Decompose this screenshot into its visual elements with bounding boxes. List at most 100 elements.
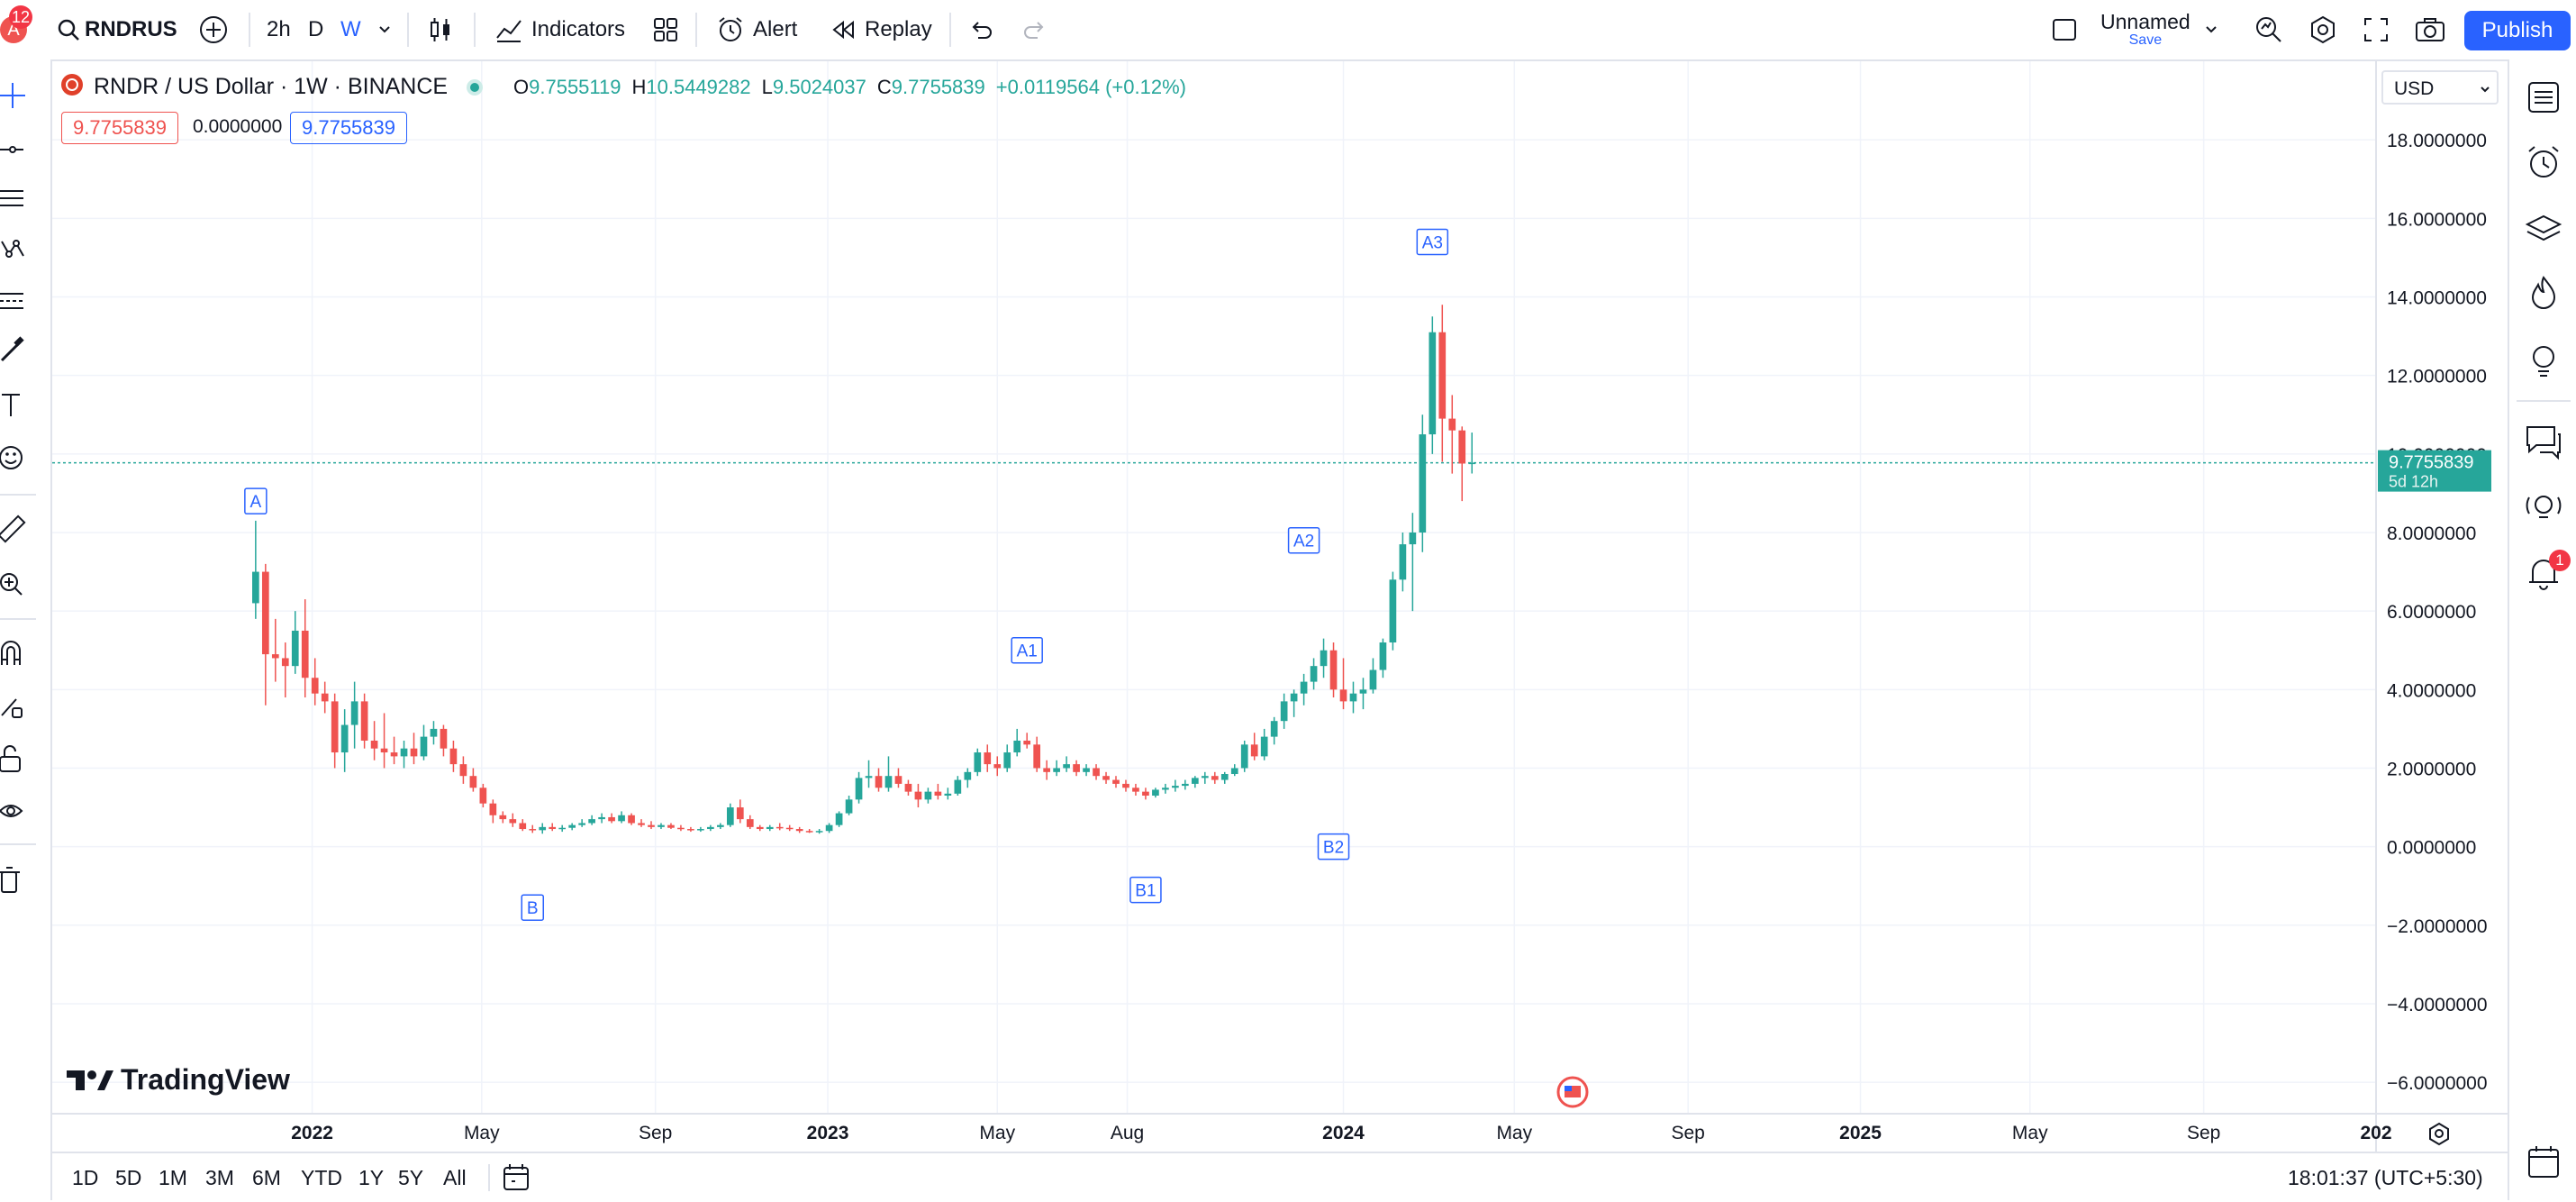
currency-select[interactable]: USD (2381, 70, 2499, 105)
candle-body (400, 748, 408, 757)
measure-tool[interactable] (0, 510, 40, 550)
candle (756, 824, 764, 832)
candle (1349, 681, 1357, 714)
range-1m[interactable]: 1M (159, 1166, 187, 1189)
candle-body (519, 823, 527, 830)
candle (1182, 779, 1189, 790)
replay-button[interactable]: Replay (829, 0, 932, 59)
symbol-search-button[interactable]: RNDRUS (56, 0, 177, 59)
candle-body (321, 693, 329, 702)
candle (766, 824, 774, 832)
range-5y[interactable]: 5Y (398, 1166, 424, 1189)
candle (1122, 779, 1129, 792)
camera-icon (2416, 18, 2444, 41)
range-6m[interactable]: 6M (252, 1166, 281, 1189)
alerts-panel-button[interactable] (2522, 141, 2565, 184)
hotlists-button[interactable] (2522, 272, 2565, 315)
snapshot-button[interactable] (2414, 0, 2446, 59)
range-ytd[interactable]: YTD (301, 1166, 342, 1189)
templates-button[interactable] (650, 0, 681, 59)
candle-body (549, 826, 557, 830)
market-status-indicator[interactable] (467, 79, 483, 96)
candle (776, 823, 784, 831)
candle (717, 823, 724, 830)
magnet-tool[interactable] (0, 634, 40, 674)
crosshair-tool[interactable] (0, 77, 40, 117)
range-1y[interactable]: 1Y (358, 1166, 385, 1189)
brush-tool[interactable] (0, 332, 40, 371)
alert-button[interactable]: Alert (715, 0, 797, 59)
notifications-button[interactable] (2522, 551, 2565, 595)
trend-line-tool[interactable] (0, 130, 40, 169)
indicators-button[interactable]: Indicators (494, 0, 625, 59)
redo-icon (1024, 22, 1044, 39)
legend-title[interactable]: RNDR / US Dollar · 1W · BINANCE (94, 74, 449, 99)
range-all[interactable]: All (443, 1166, 467, 1189)
interval-dropdown[interactable] (376, 0, 393, 59)
chats-button[interactable] (2522, 420, 2565, 463)
wave-label-box (244, 487, 268, 514)
zoom-tool[interactable] (0, 564, 40, 604)
object-tree-button[interactable] (2522, 207, 2565, 250)
currency-value: USD (2394, 78, 2435, 99)
ideas-button[interactable] (2522, 339, 2565, 382)
pattern-tool[interactable] (0, 231, 40, 270)
interval-w[interactable]: W (340, 17, 361, 41)
candle-body (1230, 768, 1238, 775)
text-tool[interactable] (0, 386, 40, 425)
candle (370, 721, 378, 760)
calendar-button[interactable] (2522, 1141, 2565, 1184)
wave-label-b1: B1 (1129, 876, 1162, 904)
candle-body (736, 807, 744, 820)
candle-body (697, 829, 704, 831)
chart-type-button[interactable] (425, 0, 456, 59)
candle (539, 823, 547, 834)
fib-tool[interactable] (0, 180, 40, 220)
economic-event-marker[interactable] (1556, 1076, 1589, 1108)
candle (845, 795, 853, 815)
forecasting-tool[interactable] (0, 281, 40, 321)
interval-2h[interactable]: 2h (267, 17, 291, 41)
range-3m[interactable]: 3M (205, 1166, 234, 1189)
eye-icon (0, 805, 23, 817)
axis-settings-button[interactable] (2429, 1122, 2449, 1146)
calendar-icon (2528, 1146, 2559, 1178)
compare-symbol-button[interactable] (198, 0, 229, 59)
buy-price-button[interactable]: 9.7755839 (290, 112, 407, 144)
stay-in-drawing-mode[interactable] (0, 687, 40, 726)
remove-drawings-button[interactable] (0, 861, 40, 901)
price-tick-label: 18.0000000 (2387, 131, 2487, 151)
indicators-label: Indicators (531, 17, 626, 41)
layout-dropdown[interactable] (2203, 0, 2219, 59)
replay-label: Replay (865, 17, 932, 41)
watchlist-button[interactable] (2522, 76, 2565, 119)
layout-name-button[interactable]: Unnamed Save (2100, 0, 2191, 59)
last-price-tag: 9.7755839 5d 12h (2378, 450, 2491, 492)
lock-drawings-button[interactable] (0, 739, 40, 779)
emoji-tool[interactable] (0, 438, 40, 478)
sell-price-button[interactable]: 9.7755839 (61, 112, 178, 144)
publish-button[interactable]: Publish (2464, 11, 2571, 50)
candle-body (1419, 434, 1427, 533)
price-chart[interactable]: 18.0000000 16.0000000 14.0000000 12.0000000… (52, 61, 2508, 1152)
fullscreen-button[interactable] (2362, 0, 2390, 59)
tradingview-watermark[interactable]: TradingView (67, 1063, 290, 1097)
settings-button[interactable] (2308, 0, 2338, 59)
trash-icon (0, 867, 20, 893)
range-1d[interactable]: 1D (72, 1166, 99, 1189)
undo-button[interactable] (967, 0, 994, 59)
hide-drawings-button[interactable] (0, 791, 40, 831)
streams-button[interactable] (2522, 487, 2565, 530)
go-to-date-button[interactable] (501, 1162, 533, 1197)
alarm-clock-icon (2528, 146, 2559, 178)
timezone-clock[interactable]: 18:01:37 (UTC+5:30) (2288, 1166, 2483, 1189)
wave-label-b2: B2 (1317, 833, 1350, 861)
interval-d[interactable]: D (308, 17, 324, 41)
candle (805, 829, 813, 833)
candle-body (855, 778, 863, 800)
layout-toggle[interactable] (2050, 0, 2079, 59)
redo-button[interactable] (1021, 0, 1048, 59)
range-5d[interactable]: 5D (115, 1166, 142, 1189)
candle (380, 713, 388, 769)
quick-search-button[interactable] (2254, 0, 2284, 59)
